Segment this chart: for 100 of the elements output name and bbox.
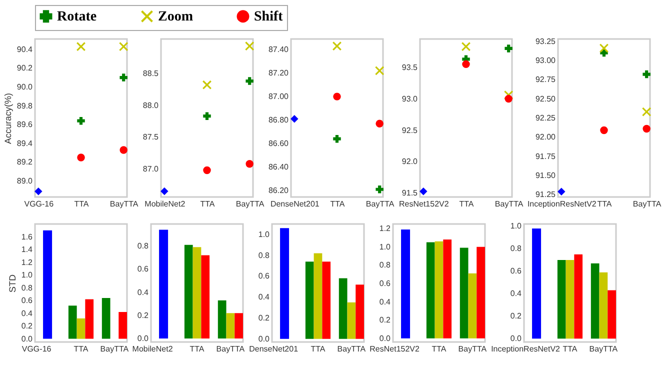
x-tick-label: TTA: [190, 344, 205, 354]
y-tick-label: 0.6: [510, 266, 522, 276]
x-tick-label: ResNet152V2: [399, 200, 450, 208]
point: [558, 188, 566, 196]
bar: [347, 302, 356, 339]
point: [202, 80, 212, 90]
bar: [43, 230, 52, 339]
point: [332, 41, 342, 51]
bar: [201, 255, 210, 339]
point: [376, 120, 384, 128]
y-tick-label: 87.00: [268, 92, 290, 102]
y-tick-label: 0.2: [258, 313, 270, 322]
y-tick-label: 93.25: [535, 36, 556, 46]
bar: [68, 306, 77, 339]
y-tick-label: 90.2: [16, 64, 34, 73]
y-tick-label: 87.0: [142, 164, 160, 174]
bar: [590, 263, 600, 339]
x-tick-label: InceptionResNetV2: [491, 344, 561, 354]
point: [120, 146, 128, 154]
bar: [460, 248, 468, 338]
point: [333, 92, 341, 100]
x-tick-label: BayTTA: [458, 344, 488, 354]
bar: [314, 253, 322, 339]
y-tick-label: 1.6: [21, 232, 34, 242]
y-tick-label: 0.8: [258, 250, 270, 260]
x-tick-label: InceptionResNetV2: [527, 200, 597, 208]
y-tick-label: 0.4: [379, 297, 392, 306]
x-tick-label: TTA: [597, 200, 612, 208]
y-tick-label: 0.0: [379, 334, 392, 343]
bar: [566, 260, 574, 339]
y-tick-label: 1.2: [21, 258, 34, 267]
y-tick-label: 0.0: [137, 334, 150, 344]
y-tick-label: 91.25: [535, 190, 556, 200]
y-tick-label: 92.5: [402, 126, 418, 135]
point: [246, 77, 254, 85]
y-tick-label: 0.2: [379, 316, 392, 325]
y-tick-label: 87.40: [268, 45, 290, 54]
y-tick-label: 0.0: [21, 334, 34, 344]
y-tick-label: 0.8: [510, 244, 522, 254]
y-tick-label: 1.4: [21, 245, 34, 254]
x-tick-label: BayTTA: [236, 200, 265, 208]
y-tick-label: 89.8: [16, 101, 34, 110]
x-tick-label: TTA: [74, 200, 90, 208]
bar: [608, 290, 616, 339]
point: [34, 187, 42, 196]
y-tick-label: 1.0: [379, 242, 392, 252]
bar: [434, 241, 444, 338]
y-tick-label: 88.5: [142, 68, 160, 78]
point: [504, 90, 514, 100]
point: [246, 160, 254, 168]
y-tick-label: 1.0: [258, 230, 270, 239]
point: [374, 66, 384, 76]
y-tick-label: 92.25: [535, 114, 556, 122]
y-tick-label: 92.75: [535, 75, 556, 84]
bar: [234, 313, 243, 339]
y-tick-label: 0.4: [137, 288, 150, 297]
y-tick-label: 91.75: [535, 152, 556, 161]
y-tick-label: 91.5: [402, 188, 418, 198]
bar: [426, 242, 435, 338]
x-tick-label: BayTTA: [110, 200, 139, 208]
y-tick-label: 93.00: [535, 56, 556, 65]
bar: [85, 299, 94, 339]
y-tick-label: 0.6: [379, 278, 392, 288]
y-tick-label: 0.4: [21, 308, 34, 318]
point: [376, 185, 384, 194]
y-tick-label: 0.0: [258, 334, 270, 344]
bar: [76, 318, 86, 339]
y-tick-label: 93.0: [402, 94, 418, 104]
x-tick-label: TTA: [200, 200, 216, 208]
x-tick-label: DenseNet201: [270, 200, 320, 208]
y-tick-label: 92.00: [535, 132, 556, 142]
x-tick-label: TTA: [330, 200, 346, 208]
bar: [192, 247, 202, 339]
point: [642, 70, 650, 78]
y-tick-label: 0.2: [21, 322, 34, 331]
point: [504, 94, 512, 103]
x-tick-label: MobileNet2: [132, 344, 174, 354]
point: [333, 134, 341, 143]
bar: [159, 230, 168, 339]
bar: [468, 273, 477, 338]
x-tick-label: BayTTA: [632, 200, 662, 208]
y-tick-label: 0.2: [137, 310, 150, 320]
x-tick-label: VGG-16: [22, 344, 52, 354]
bar: [599, 272, 608, 339]
legend-label: Shift: [254, 9, 284, 24]
y-tick-label: 89.2: [16, 158, 34, 167]
y-tick-label: 0.6: [258, 272, 270, 281]
x-tick-label: TTA: [432, 344, 447, 354]
y-tick-label: 1.0: [21, 270, 34, 280]
y-tick-label: 0.4: [510, 289, 522, 298]
x-tick-label: DenseNet201: [249, 344, 299, 354]
point: [203, 166, 211, 174]
bar: [226, 313, 235, 339]
x-tick-label: ResNet152V2: [370, 344, 420, 354]
y-tick-label: 0.8: [137, 241, 150, 250]
bar: [280, 228, 290, 339]
x-tick-label: BayTTA: [494, 200, 524, 208]
point: [462, 60, 470, 68]
y-axis-title: STD: [7, 274, 18, 292]
point: [160, 187, 168, 196]
